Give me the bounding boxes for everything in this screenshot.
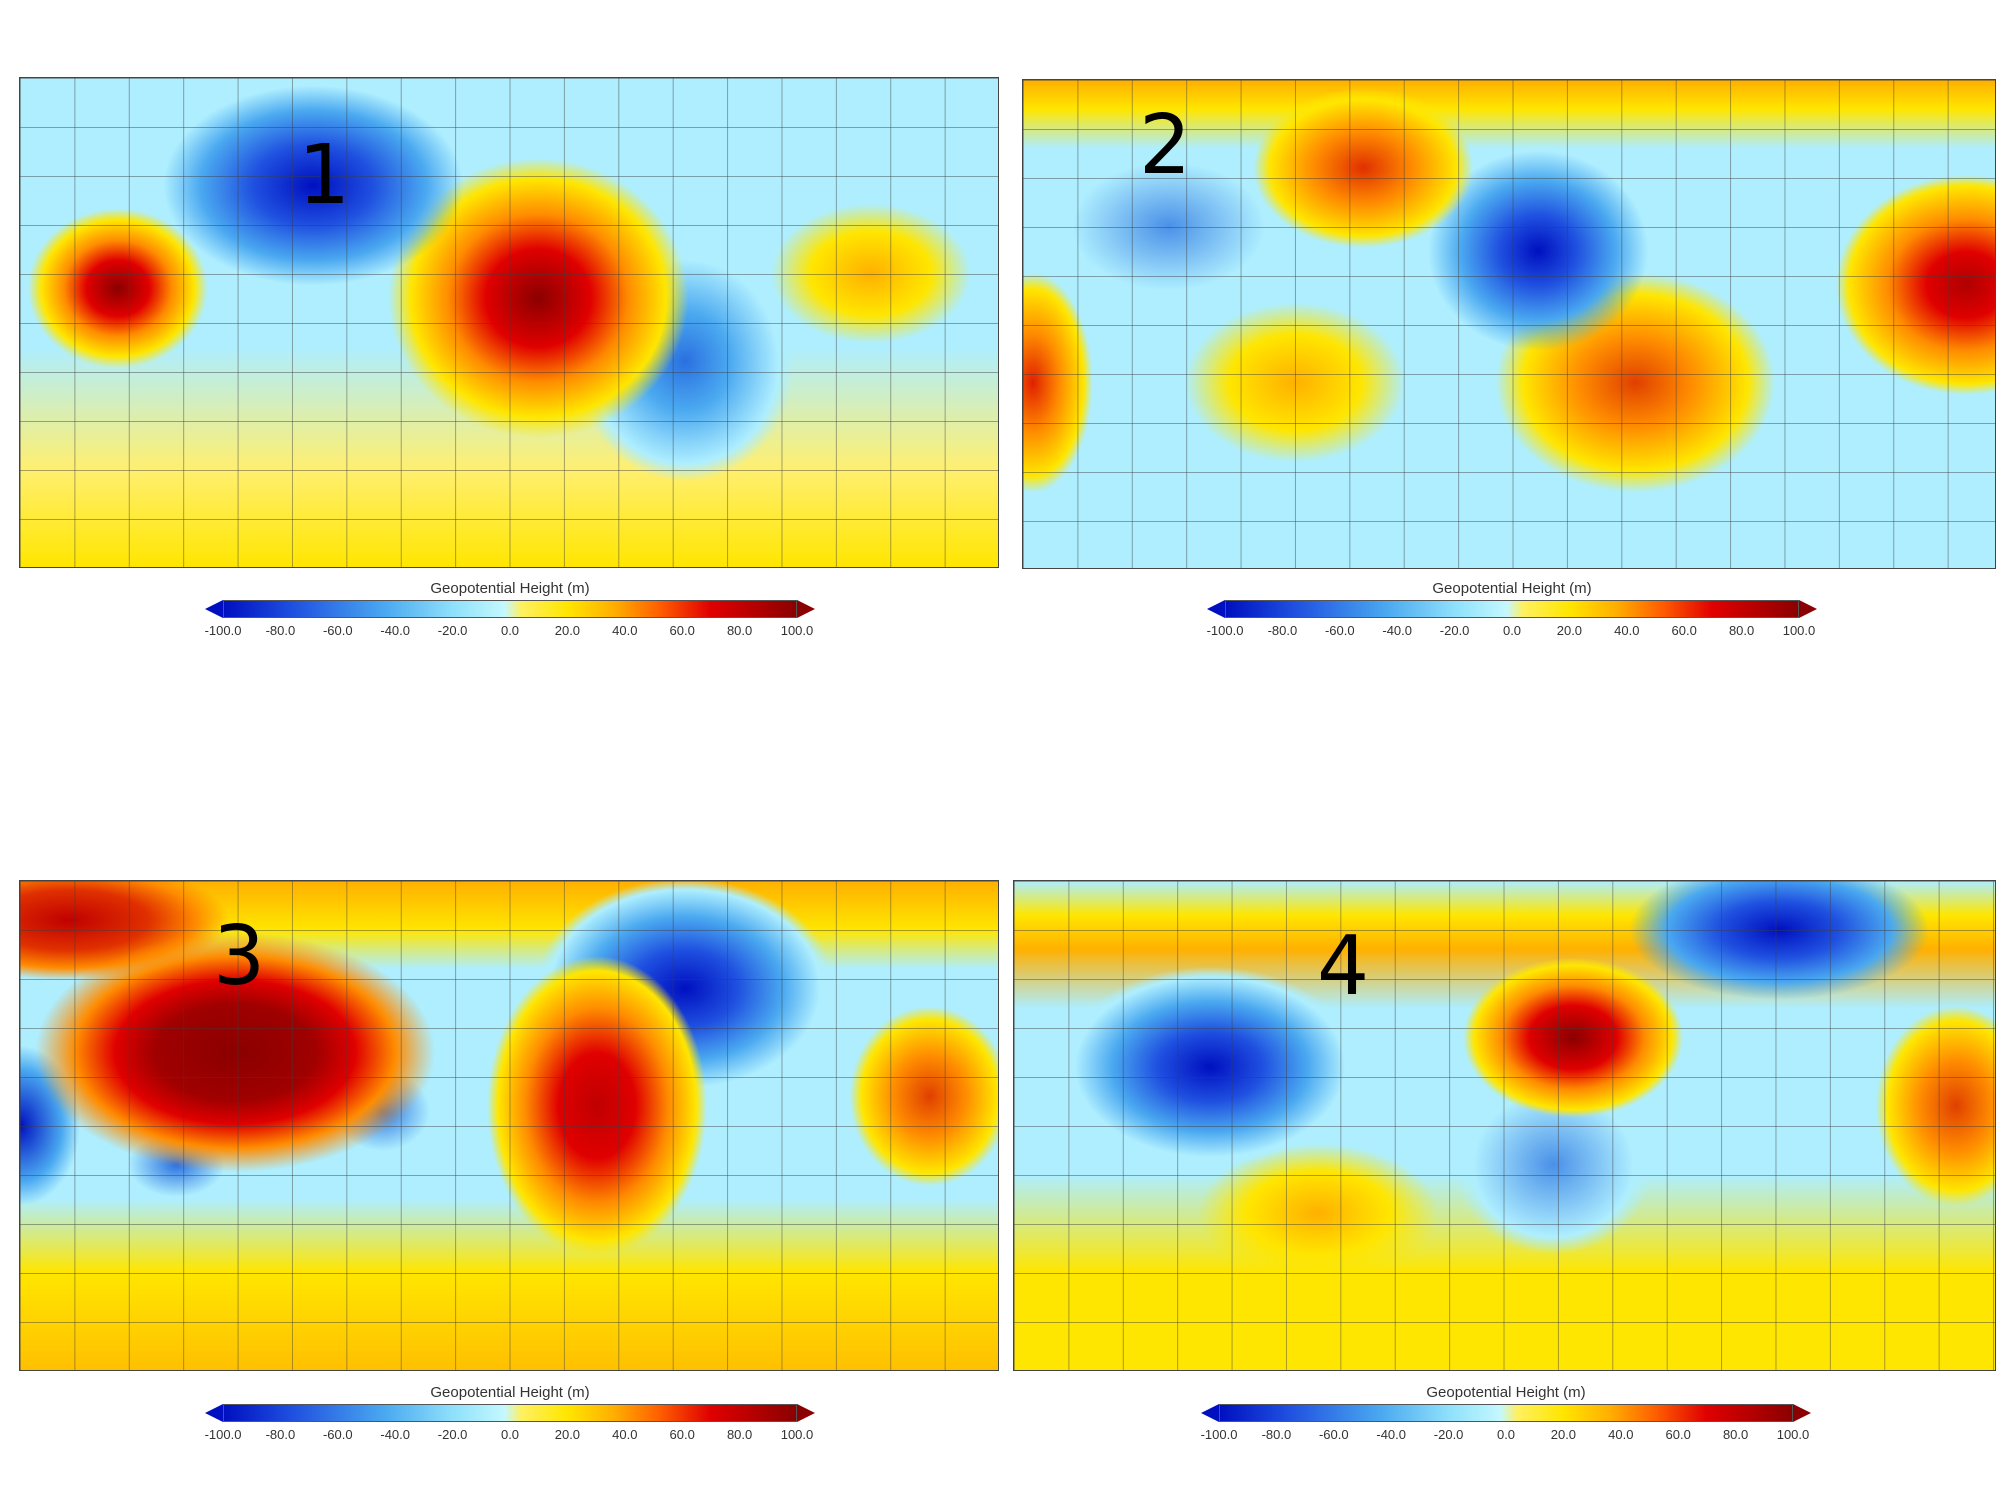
- colorbar-tick-label: 100.0: [1776, 1427, 1810, 1442]
- colorbar-tick-label: -100.0: [1206, 623, 1244, 638]
- lat-lon-grid: [1014, 881, 1995, 1370]
- colorbar-tick-label: -40.0: [380, 623, 411, 638]
- colorbar-tick-label: -80.0: [1267, 623, 1298, 638]
- colorbar-tick-label: 60.0: [1665, 1427, 1691, 1442]
- colorbar-max-arrow: [797, 1404, 815, 1422]
- colorbar-tick-label: 40.0: [612, 1427, 638, 1442]
- colorbar-tick-label: 40.0: [1614, 623, 1640, 638]
- lat-lon-grid: [20, 78, 998, 567]
- panel-number: 1: [298, 128, 351, 223]
- map-panel-3: 3: [19, 880, 999, 1371]
- colorbar-4: Geopotential Height (m) -100.0 -80.0 -60.0 -…: [1201, 1384, 1811, 1450]
- colorbar-tick-label: 80.0: [1728, 623, 1755, 638]
- panel-number: 3: [213, 909, 266, 1004]
- colorbar-tick-label: 0.0: [500, 623, 520, 638]
- colorbar-tick-label: 20.0: [554, 623, 581, 638]
- colorbar-tick-label: -20.0: [437, 623, 468, 638]
- colorbar-tick-label: -40.0: [1376, 1427, 1407, 1442]
- colorbar-min-arrow: [205, 600, 223, 618]
- colorbar-min-arrow: [205, 1404, 223, 1422]
- colorbar-tick-label: -60.0: [322, 1427, 353, 1442]
- colorbar-tick-label: -100.0: [1200, 1427, 1238, 1442]
- colorbar-gradient: [223, 600, 797, 618]
- colorbar-tick-label: -20.0: [1433, 1427, 1464, 1442]
- colorbar-tick-label: 100.0: [780, 1427, 814, 1442]
- colorbar-tick-label: 100.0: [780, 623, 814, 638]
- colorbar-tick-label: 0.0: [1502, 623, 1522, 638]
- colorbar-tick-label: -20.0: [437, 1427, 468, 1442]
- colorbar-gradient: [1219, 1404, 1793, 1422]
- colorbar-tick-label: -60.0: [1318, 1427, 1349, 1442]
- colorbar-tick-label: 20.0: [1550, 1427, 1577, 1442]
- colorbar-tick-label: -20.0: [1439, 623, 1470, 638]
- colorbar-tick-label: -100.0: [204, 1427, 242, 1442]
- colorbar-max-arrow: [1793, 1404, 1811, 1422]
- colorbar-tick-label: 20.0: [554, 1427, 581, 1442]
- colorbar-tick-label: 0.0: [500, 1427, 520, 1442]
- map-panel-4: 4: [1013, 880, 1996, 1371]
- colorbar-tick-label: -80.0: [265, 623, 296, 638]
- colorbar-title: Geopotential Height (m): [1426, 1384, 1586, 1401]
- colorbar-tick-label: -60.0: [1324, 623, 1355, 638]
- colorbar-tick-label: 80.0: [726, 623, 753, 638]
- colorbar-title: Geopotential Height (m): [1432, 580, 1592, 597]
- colorbar-title: Geopotential Height (m): [430, 1384, 590, 1401]
- colorbar-tick-label: 20.0: [1556, 623, 1583, 638]
- colorbar-tick-label: -100.0: [204, 623, 242, 638]
- colorbar-tick-label: -40.0: [380, 1427, 411, 1442]
- colorbar-tick-label: -80.0: [1261, 1427, 1292, 1442]
- colorbar-tick-label: 0.0: [1496, 1427, 1516, 1442]
- colorbar-title: Geopotential Height (m): [430, 580, 590, 597]
- colorbar-tick-label: 40.0: [612, 623, 638, 638]
- lat-lon-grid: [1023, 80, 1995, 568]
- colorbar-tick-label: -80.0: [265, 1427, 296, 1442]
- colorbar-3: Geopotential Height (m) -100.0 -80.0 -60.0 -…: [205, 1384, 815, 1450]
- colorbar-tick-label: -40.0: [1382, 623, 1413, 638]
- map-panel-2: 2: [1022, 79, 1996, 569]
- colorbar-tick-label: 60.0: [669, 1427, 695, 1442]
- panel-number: 4: [1317, 919, 1370, 1014]
- colorbar-tick-label: 80.0: [726, 1427, 753, 1442]
- colorbar-tick-label: 60.0: [669, 623, 695, 638]
- map-panel-1: 1: [19, 77, 999, 568]
- panel-number: 2: [1139, 98, 1192, 193]
- colorbar-min-arrow: [1207, 600, 1225, 618]
- colorbar-max-arrow: [797, 600, 815, 618]
- colorbar-tick-label: 80.0: [1722, 1427, 1749, 1442]
- colorbar-1: Geopotential Height (m) -100.0 -80.0 -60.0 -…: [205, 580, 815, 646]
- colorbar-tick-label: 60.0: [1671, 623, 1697, 638]
- colorbar-max-arrow: [1799, 600, 1817, 618]
- colorbar-gradient: [1225, 600, 1799, 618]
- colorbar-2: Geopotential Height (m) -100.0 -80.0 -60.0 -…: [1207, 580, 1817, 646]
- colorbar-tick-label: 40.0: [1608, 1427, 1634, 1442]
- colorbar-tick-label: -60.0: [322, 623, 353, 638]
- colorbar-tick-label: 100.0: [1782, 623, 1816, 638]
- colorbar-min-arrow: [1201, 1404, 1219, 1422]
- lat-lon-grid: [20, 881, 998, 1370]
- colorbar-gradient: [223, 1404, 797, 1422]
